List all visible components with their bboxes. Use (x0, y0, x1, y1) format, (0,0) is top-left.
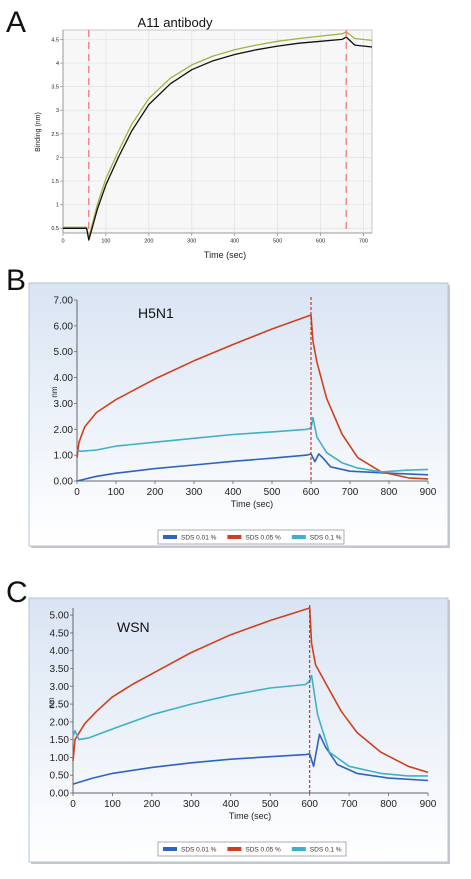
y-axis-label: Binding (nm) (35, 112, 42, 152)
legend: SDS 0.01 % SDS 0.05 % SDS 0.1 % (157, 529, 345, 545)
legend-box (157, 841, 347, 857)
panel-letter-c: C (6, 576, 28, 609)
y-tick-label: 1.50 (50, 735, 70, 746)
x-axis-label: Time (sec) (229, 811, 271, 821)
plot-area (62, 29, 373, 234)
x-tick-label: 500 (264, 487, 281, 498)
x-axis-label: Time (sec) (204, 250, 246, 260)
y-tick-label: 3.00 (54, 399, 74, 410)
series-line-2 (76, 314, 429, 480)
y-axis-label: nm (47, 697, 56, 708)
y-tick-label: 2.5 (51, 132, 59, 138)
y-tick-label: 4.00 (50, 646, 70, 657)
legend-swatch-3 (291, 847, 306, 851)
y-tick-label: 4 (56, 61, 59, 67)
x-axis-label: Time (sec) (231, 499, 273, 509)
y-tick-label: 3.00 (50, 682, 70, 693)
y-tick-label: 3 (56, 108, 59, 114)
chart-panel-1: 0 100 200 300 400 500 600 700 0.5 1 1.5 2 2.5 3 3.5 4 4.… (35, 15, 373, 260)
chart-panel-3: 0 100 200 300 400 500 600 700 800 900 0.00 0.50 1.00… (28, 597, 450, 864)
y-tick-label: 6.00 (54, 321, 74, 332)
x-tick-label: 200 (144, 799, 161, 810)
legend-swatch-1 (163, 847, 177, 851)
chart-title: WSN (117, 619, 150, 635)
x-tick-label: 200 (147, 487, 164, 498)
series-line-1 (63, 31, 373, 239)
x-tick-label: 100 (108, 487, 125, 498)
y-tick-label: 2.50 (50, 700, 70, 711)
series-line-1 (72, 733, 429, 785)
legend-label-1: SDS 0.01 % (181, 535, 217, 542)
chart-frame (28, 282, 449, 547)
x-tick-label: 300 (187, 239, 196, 245)
legend-swatch-2 (227, 535, 242, 539)
y-tick-label: 5.00 (50, 611, 70, 622)
x-tick-label: 700 (341, 799, 358, 810)
legend-label-1: SDS 0.01 % (181, 847, 217, 854)
y-tick-label: 1.00 (54, 451, 74, 462)
x-tick-label: 400 (230, 239, 239, 245)
legend-label-2: SDS 0.05 % (245, 847, 281, 854)
legend-swatch-1 (163, 535, 177, 539)
legend-swatch-2 (227, 847, 242, 851)
legend-label-3: SDS 0.1 % (310, 847, 342, 854)
x-tick-label: 600 (316, 239, 325, 245)
y-tick-label: 4.50 (50, 628, 70, 639)
series-line-2 (72, 607, 429, 774)
chart-title: H5N1 (138, 305, 174, 321)
x-tick-label: 400 (225, 487, 242, 498)
x-tick-label: 600 (301, 799, 318, 810)
x-tick-label: 100 (104, 799, 121, 810)
x-tick-label: 0 (61, 239, 64, 245)
y-tick-label: 3.50 (50, 664, 70, 675)
x-tick-label: 400 (222, 799, 239, 810)
x-tick-label: 700 (359, 239, 368, 245)
x-tick-label: 500 (273, 239, 282, 245)
chart-panel-2: 0 100 200 300 400 500 600 700 800 900 0.00 1.00 2.00… (28, 282, 450, 548)
x-tick-label: 900 (420, 799, 437, 810)
y-tick-label: 3.5 (51, 85, 59, 91)
panel-letter-a: A (6, 6, 27, 39)
y-tick-label: 0.00 (50, 789, 70, 800)
x-tick-label: 700 (342, 487, 359, 498)
series-line-2 (63, 36, 373, 241)
y-tick-label: 0.00 (54, 477, 74, 488)
y-tick-label: 4.00 (54, 373, 74, 384)
legend-swatch-3 (291, 535, 306, 539)
y-tick-label: 0.5 (51, 226, 59, 232)
x-tick-label: 600 (303, 487, 320, 498)
y-axis-label: nm (50, 386, 59, 397)
y-tick-label: 2 (56, 155, 59, 161)
chart-title: A11 antibody (138, 15, 213, 30)
legend: SDS 0.01 % SDS 0.05 % SDS 0.1 % (157, 841, 347, 857)
x-tick-label: 200 (144, 239, 153, 245)
legend-box (157, 529, 345, 545)
y-tick-label: 5.00 (54, 347, 74, 358)
x-tick-label: 800 (381, 487, 398, 498)
y-tick-label: 2.00 (50, 717, 70, 728)
x-tick-label: 0 (74, 487, 80, 498)
legend-label-2: SDS 0.05 % (245, 535, 281, 542)
y-tick-label: 7.00 (54, 296, 74, 307)
x-tick-label: 300 (186, 487, 203, 498)
y-tick-label: 2.00 (54, 425, 74, 436)
y-tick-label: 1.00 (50, 753, 70, 764)
y-tick-label: 1.5 (51, 179, 59, 185)
chart-frame (28, 597, 449, 863)
x-tick-label: 300 (183, 799, 200, 810)
legend-label-3: SDS 0.1 % (310, 535, 342, 542)
y-tick-label: 1 (56, 203, 59, 209)
x-tick-label: 500 (262, 799, 279, 810)
y-tick-label: 4.5 (51, 37, 59, 43)
x-tick-label: 100 (101, 239, 110, 245)
y-tick-label: 0.50 (50, 771, 70, 782)
panel-letter-b: B (6, 264, 27, 297)
series-line-3 (76, 416, 429, 473)
x-tick-label: 900 (420, 487, 437, 498)
x-tick-label: 800 (380, 799, 397, 810)
series-line-3 (72, 674, 428, 777)
x-tick-label: 0 (70, 799, 76, 810)
